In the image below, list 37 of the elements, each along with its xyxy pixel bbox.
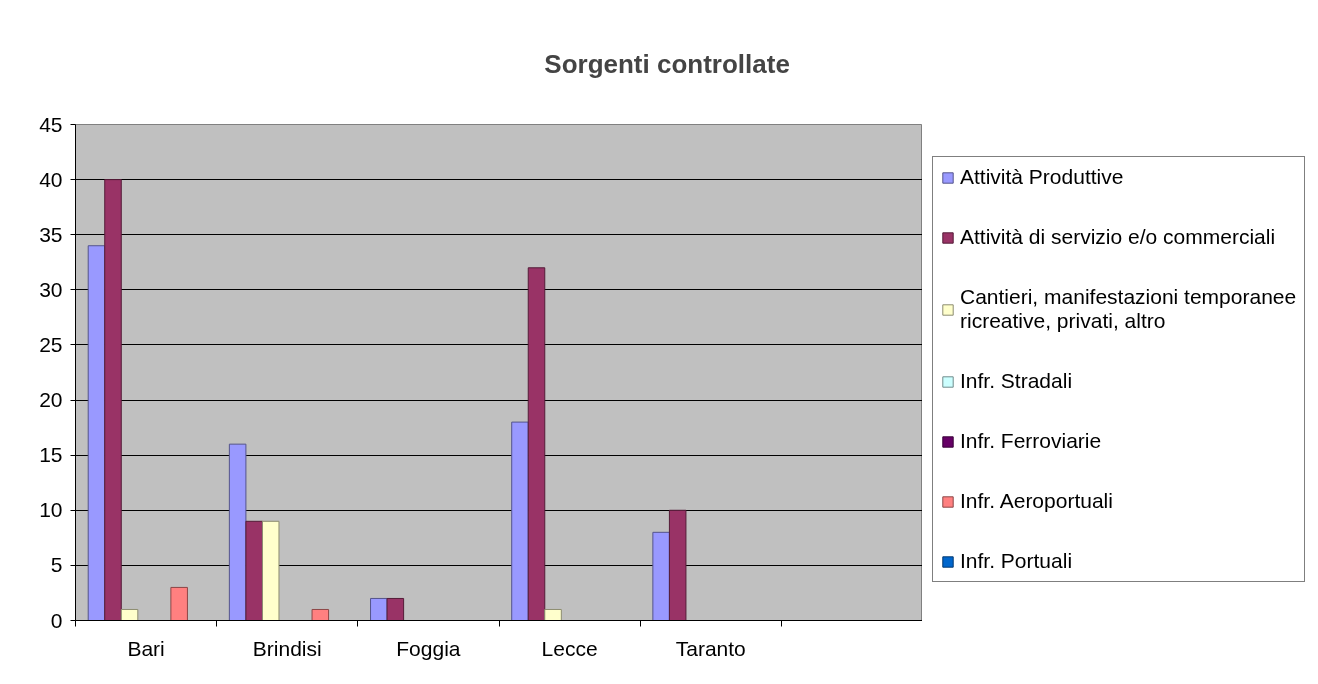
x-tick-label: Foggia <box>396 636 461 660</box>
bar <box>668 509 687 621</box>
y-tick-label: 0 <box>50 608 63 632</box>
legend-label: Infr. Aeroportuali <box>960 489 1113 513</box>
bar <box>311 608 330 621</box>
legend-label: Attività di servizio e/o commerciali <box>960 225 1276 249</box>
legend-label: Infr. Stradali <box>960 369 1073 393</box>
bar <box>386 597 405 621</box>
y-tick-label: 30 <box>39 277 63 301</box>
y-tick-label: 45 <box>39 112 63 136</box>
chart-title: Sorgenti controllate <box>544 48 790 79</box>
x-tick-label: Taranto <box>675 636 746 660</box>
y-tick-label: 25 <box>39 332 63 356</box>
bar <box>120 608 139 621</box>
y-tick-label: 10 <box>39 498 63 522</box>
legend-label: Infr. Ferroviarie <box>960 429 1102 453</box>
legend-label: Infr. Portuali <box>960 549 1073 573</box>
legend-label: Attività Produttive <box>960 165 1124 189</box>
bar <box>544 608 562 621</box>
legend-label: Cantieri, manifestazioni temporanee ricreative, privati, altro <box>960 285 1297 333</box>
y-tick-label: 20 <box>39 388 63 412</box>
bar <box>511 421 529 621</box>
x-tick-label: Brindisi <box>252 636 322 660</box>
bar <box>261 520 280 621</box>
y-tick-label: 40 <box>39 167 63 191</box>
bar <box>170 586 188 621</box>
y-tick-label: 5 <box>50 553 63 577</box>
x-tick-label: Lecce <box>541 636 598 660</box>
y-tick-label: 35 <box>39 222 63 246</box>
bar <box>527 267 546 621</box>
bar <box>87 245 106 621</box>
bar <box>228 443 247 621</box>
bar <box>245 520 263 621</box>
bar <box>104 179 122 621</box>
x-tick-label: Bari <box>127 636 165 660</box>
bar <box>652 531 670 621</box>
y-tick-label: 15 <box>39 443 63 467</box>
